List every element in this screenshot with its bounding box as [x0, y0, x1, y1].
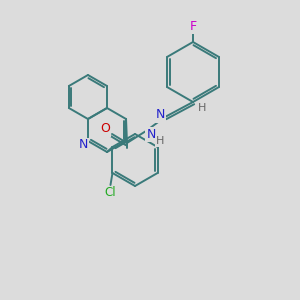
Text: N: N [78, 139, 88, 152]
Text: F: F [189, 20, 197, 32]
Text: Cl: Cl [105, 187, 116, 200]
Text: N: N [146, 128, 156, 140]
Text: H: H [156, 136, 164, 146]
Text: O: O [100, 122, 110, 136]
Text: N: N [155, 109, 165, 122]
Text: H: H [198, 103, 206, 113]
